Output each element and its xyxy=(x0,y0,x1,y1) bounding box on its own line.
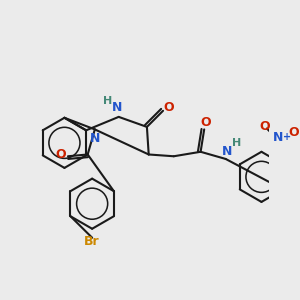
Text: N: N xyxy=(272,131,283,144)
Text: N: N xyxy=(90,132,100,145)
Text: O: O xyxy=(56,148,66,161)
Text: N: N xyxy=(222,145,233,158)
Text: +: + xyxy=(284,133,292,142)
Text: N: N xyxy=(112,101,122,114)
Text: O: O xyxy=(201,116,211,129)
Text: Br: Br xyxy=(84,235,100,248)
Text: H: H xyxy=(232,138,241,148)
Text: H: H xyxy=(103,96,112,106)
Text: O: O xyxy=(163,101,174,114)
Text: O: O xyxy=(260,120,270,133)
Text: O: O xyxy=(288,126,299,139)
